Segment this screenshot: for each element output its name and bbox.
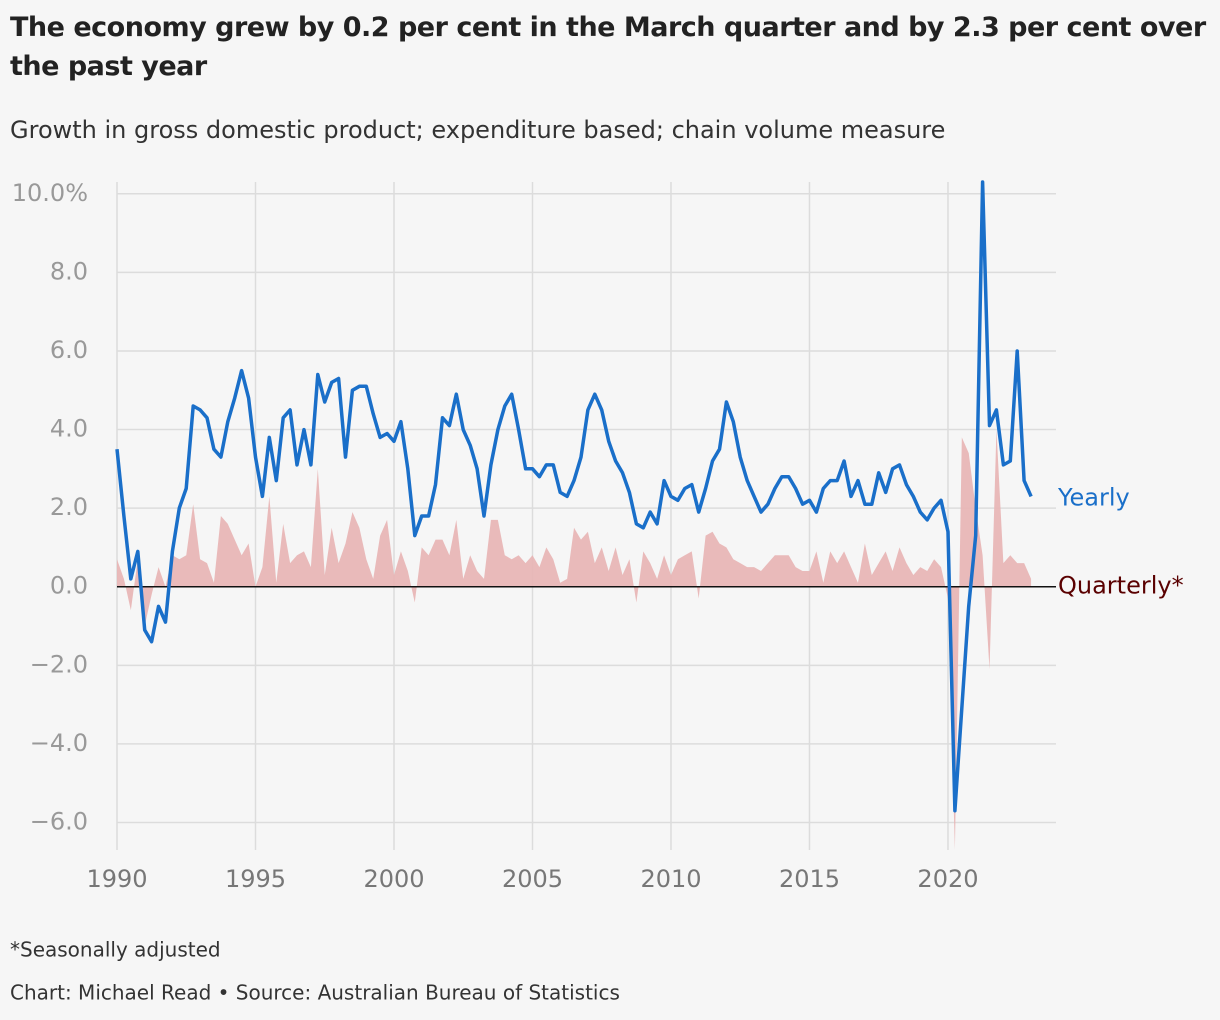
plot: −6.0 −4.0 −2.0 0.0 2.0 4.0 6.0 8.0 10.0% 1990 1995… [12, 179, 1184, 893]
y-tick-label: −6.0 [30, 807, 88, 835]
y-tick-label: 10.0% [12, 179, 88, 207]
y-tick-label: 0.0 [50, 572, 88, 600]
x-tick-label: 2010 [640, 865, 701, 893]
y-tick-label: 6.0 [50, 336, 88, 364]
x-tick-label: 2015 [779, 865, 840, 893]
source: Chart: Michael Read • Source: Australian… [10, 981, 620, 1005]
title-box: The economy grew by 0.2 per cent in the … [10, 12, 1206, 82]
x-tick-label: 2005 [502, 865, 563, 893]
x-tick-label: 2020 [917, 865, 978, 893]
series-label: Yearly [1057, 483, 1130, 511]
x-tick-label: 1990 [86, 865, 147, 893]
y-tick-label: 2.0 [50, 493, 88, 521]
series-label: Quarterly* [1058, 572, 1184, 600]
y-tick-label: −4.0 [30, 729, 88, 757]
y-tick-label: 8.0 [50, 257, 88, 285]
x-tick-label: 2000 [363, 865, 424, 893]
yearly-line [115, 180, 1033, 813]
chart-title: The economy grew by 0.2 per cent in the … [10, 12, 1206, 82]
footnote: *Seasonally adjusted [10, 938, 221, 962]
y-tick-label: −2.0 [30, 650, 88, 678]
y-tick-label: 4.0 [50, 415, 88, 443]
chart-subtitle: Growth in gross domestic product; expend… [10, 116, 945, 144]
x-tick-label: 1995 [225, 865, 286, 893]
